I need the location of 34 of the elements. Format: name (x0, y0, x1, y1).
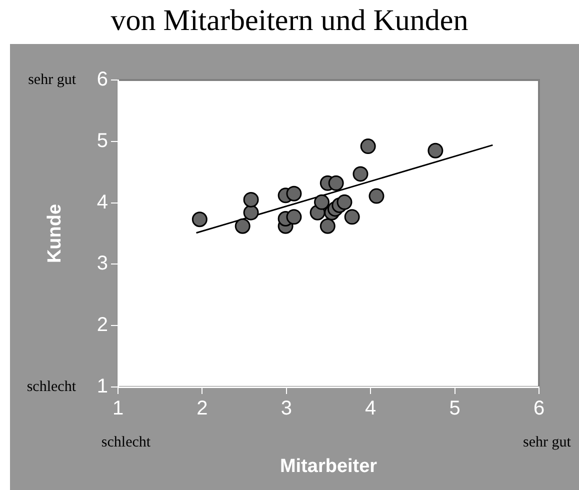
point (336, 194, 352, 210)
x-tick-label: 3 (280, 398, 292, 420)
point (428, 142, 444, 158)
x-axis-title: Mitarbeiter (280, 456, 378, 477)
point (234, 218, 250, 234)
point (368, 188, 384, 204)
point (314, 194, 330, 210)
point (360, 138, 376, 154)
x-tick-label: 1 (112, 398, 124, 420)
point (243, 192, 259, 208)
x-tick-label: 5 (449, 398, 460, 420)
point (328, 175, 344, 191)
point (286, 209, 302, 225)
point (320, 218, 336, 234)
point (192, 212, 208, 228)
text: sehr gut (523, 434, 572, 450)
text: sehr gut (28, 72, 77, 88)
chart-title: von Mitarbeitern und Kunden (110, 4, 468, 37)
y-axis-title: Kunde (44, 204, 66, 264)
x-tick-label: 4 (365, 398, 376, 420)
x-tick-label: 6 (533, 398, 545, 420)
y-tick-label: 5 (96, 130, 108, 152)
point (344, 209, 360, 225)
x-tick-label: 2 (196, 398, 208, 420)
y-tick-label: 6 (96, 68, 108, 91)
y-tick-label: 2 (96, 314, 108, 336)
text: schlecht (26, 378, 77, 395)
y-tick-label: 3 (96, 252, 108, 275)
y-tick-label: 1 (96, 376, 108, 398)
text: schlecht (101, 434, 152, 450)
point (243, 204, 259, 220)
y-tick-label: 4 (96, 191, 108, 214)
point (352, 166, 368, 182)
point (286, 186, 302, 202)
